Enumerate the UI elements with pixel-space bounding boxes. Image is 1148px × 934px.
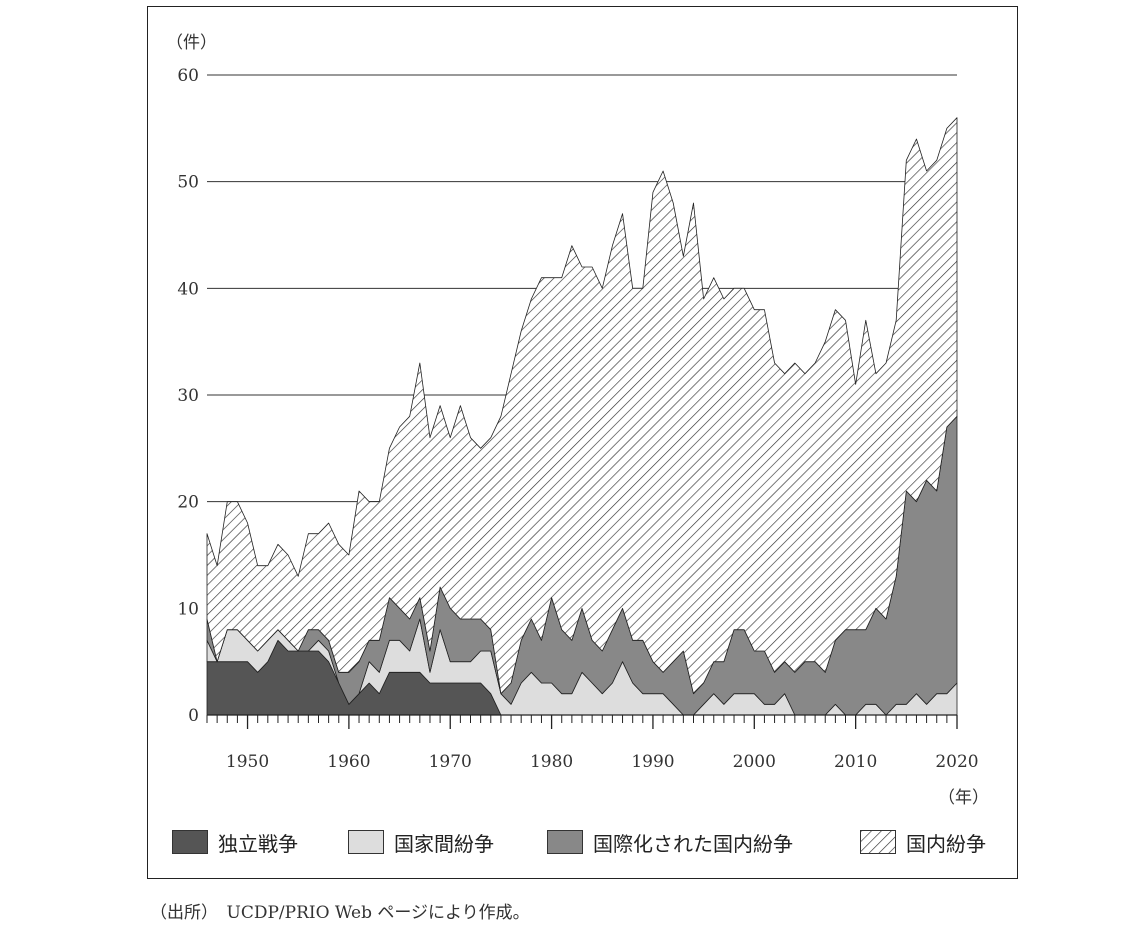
axes: 0 10 20 30 40 50 60 1950 1960 1970 1980 1990 2000 201… [177,66,978,772]
legend-item-interstate-conflict: 国家間紛争 [348,824,494,860]
area-series-3 [206,117,958,695]
area-series [206,117,958,716]
legend-label: 国内紛争 [906,831,986,856]
chart-frame [147,6,1018,879]
x-tick-label: 1990 [631,752,674,772]
legend-item-internal-conflict: 国内紛争 [860,824,986,860]
y-tick-label: 0 [188,706,199,726]
legend-label: 国家間紛争 [394,831,494,856]
legend: 独立戦争 国家間紛争 国際化された国内紛争 国内紛争 [172,824,1002,860]
y-tick-label: 50 [177,173,199,193]
legend-swatch-interstate-conflict [348,830,384,854]
legend-swatch-internationalized-internal-conflict [547,830,583,854]
y-axis-unit-label: （件） [166,33,217,53]
legend-item-internationalized-internal-conflict: 国際化された国内紛争 [547,824,793,860]
y-tick-label: 10 [177,599,199,619]
x-tick-label: 2000 [733,752,776,772]
legend-label: 国際化された国内紛争 [593,831,793,856]
x-tick-label: 2010 [834,752,877,772]
x-tick-label: 1950 [226,752,269,772]
x-tick-label: 1960 [327,752,370,772]
x-tick-label: 2020 [935,752,978,772]
legend-swatch-independence-war [172,830,208,854]
y-tick-label: 40 [177,279,199,299]
y-tick-label: 60 [177,66,199,86]
legend-swatch-internal-conflict [860,830,896,854]
x-tick-label: 1970 [429,752,472,772]
legend-label: 独立戦争 [218,831,298,856]
legend-item-independence-war: 独立戦争 [172,824,298,860]
source-note: （出所） UCDP/PRIO Web ページにより作成。 [150,903,530,923]
y-tick-label: 30 [177,386,199,406]
y-tick-label: 20 [177,493,199,513]
x-axis-unit-label: （年） [938,788,989,808]
x-tick-label: 1980 [530,752,573,772]
